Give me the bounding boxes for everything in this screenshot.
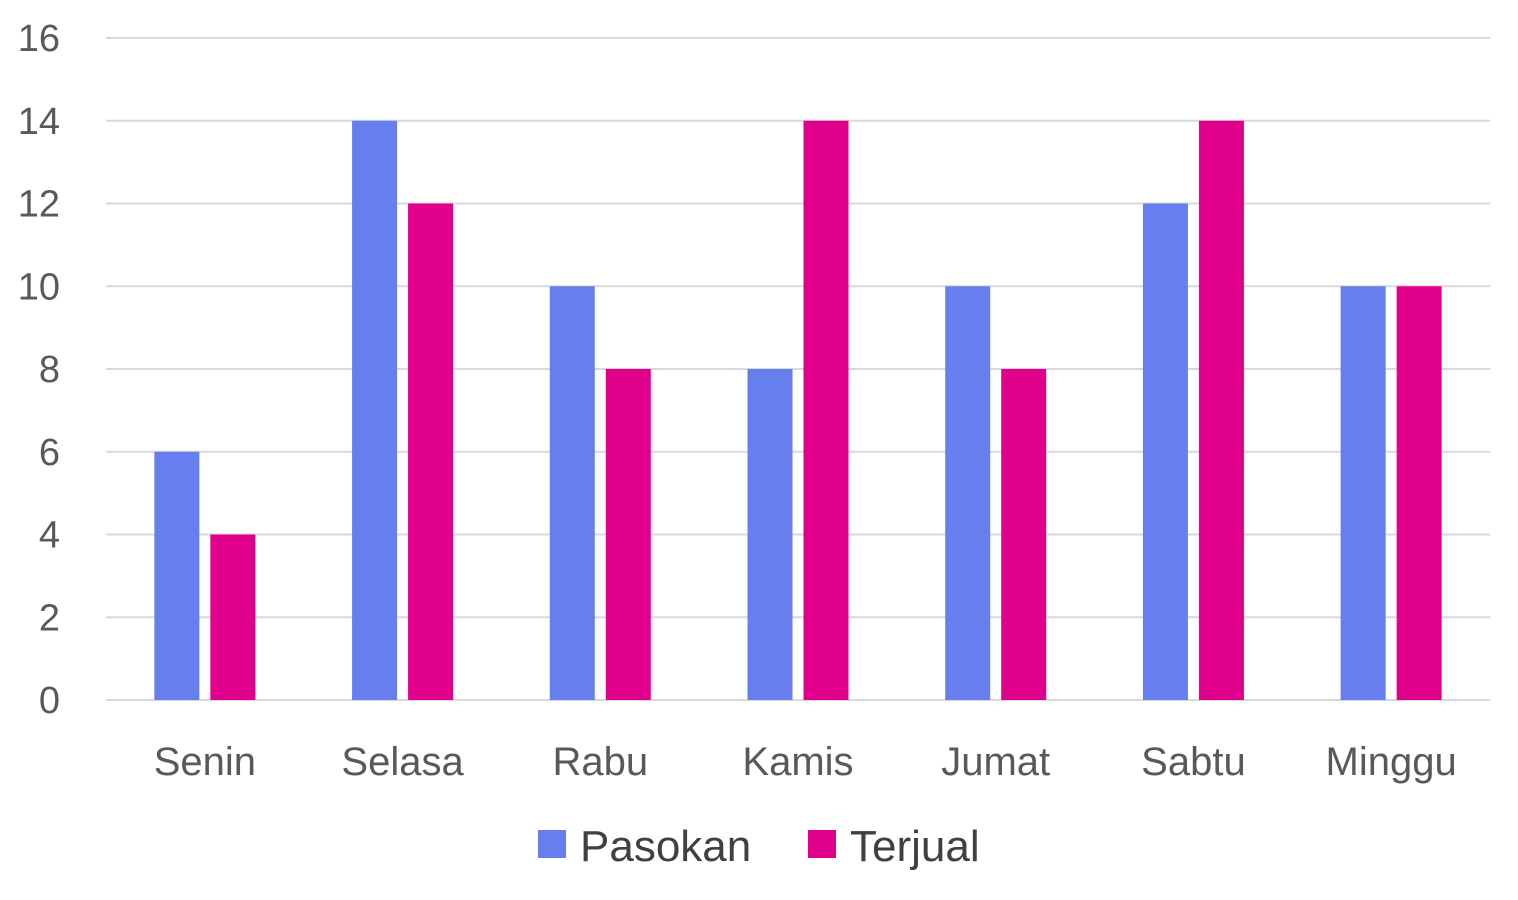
y-tick-label: 2 [39,597,60,639]
y-tick-label: 8 [39,349,60,391]
bar-pasokan-jumat [945,286,991,700]
bar-terjual-kamis [803,120,849,700]
y-tick-label: 6 [39,432,60,474]
y-tick-label: 4 [39,515,60,557]
bar-pasokan-senin [154,451,200,700]
y-tick-label: 0 [39,680,60,722]
legend-swatch [538,830,566,858]
y-axis-tick-labels: 0 2 4 6 8 10 12 14 16 [18,18,60,722]
y-tick-label: 12 [18,184,60,226]
legend-swatch [808,830,836,858]
x-category-label: Kamis [742,740,853,784]
x-category-label: Sabtu [1141,740,1246,784]
bar-terjual-senin [210,534,256,700]
gridlines [106,37,1490,701]
bar-pasokan-selasa [352,120,398,700]
legend-item-terjual: Terjual [808,822,980,871]
legend-label: Terjual [850,822,980,871]
bar-terjual-minggu [1396,286,1442,700]
bar-pasokan-sabtu [1142,203,1188,700]
bars [154,120,1442,700]
x-category-label: Selasa [341,740,464,784]
y-tick-label: 10 [18,266,60,308]
bar-terjual-rabu [605,369,651,700]
y-tick-label: 14 [18,101,60,143]
legend-item-pasokan: Pasokan [538,822,751,871]
x-axis-category-labels: Senin Selasa Rabu Kamis Jumat Sabtu Minggu [154,740,1457,784]
bar-pasokan-rabu [549,286,595,700]
bar-pasokan-kamis [747,369,793,700]
x-category-label: Rabu [552,740,648,784]
x-category-label: Jumat [941,740,1050,784]
bar-pasokan-minggu [1340,286,1386,700]
x-category-label: Senin [154,740,256,784]
bar-terjual-jumat [1001,369,1047,700]
y-tick-label: 16 [18,18,60,60]
legend: Pasokan Terjual [538,822,980,871]
legend-label: Pasokan [580,822,751,871]
bar-terjual-selasa [408,203,454,700]
bar-terjual-sabtu [1198,120,1244,700]
x-category-label: Minggu [1326,740,1457,784]
